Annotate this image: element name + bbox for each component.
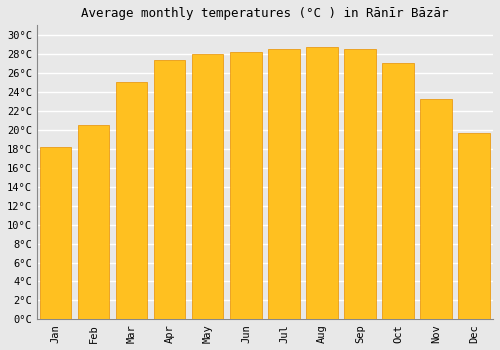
Bar — [268, 49, 300, 320]
Bar — [458, 133, 490, 320]
Title: Average monthly temperatures (°C ) in Rānīr Bāzār: Average monthly temperatures (°C ) in Rā… — [81, 7, 448, 20]
Bar — [344, 49, 376, 320]
Bar — [40, 147, 72, 320]
Bar — [382, 63, 414, 320]
Bar — [78, 125, 110, 320]
Bar — [230, 52, 262, 320]
Bar — [192, 54, 224, 320]
Bar — [154, 61, 186, 320]
Bar — [420, 99, 452, 320]
Bar — [116, 82, 148, 320]
Bar — [306, 47, 338, 320]
